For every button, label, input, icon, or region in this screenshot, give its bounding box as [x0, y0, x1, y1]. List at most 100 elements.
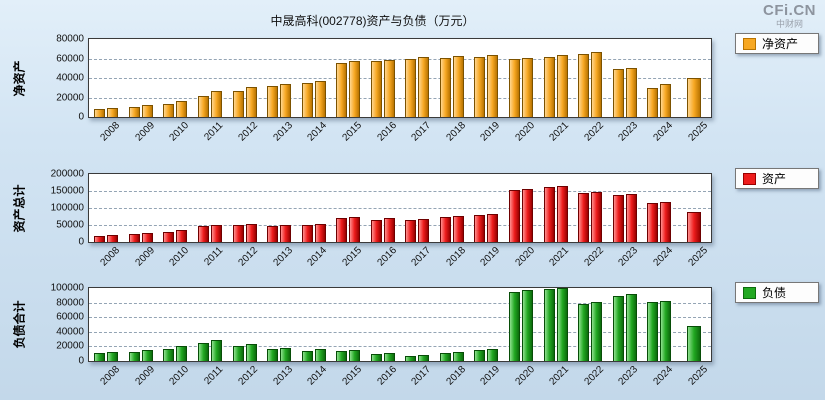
bar [280, 225, 292, 242]
legend: 负债 [735, 282, 819, 303]
bar [128, 233, 140, 242]
bar-group-2014: 2014 [296, 39, 331, 144]
bar-group-2008: 2008 [89, 39, 124, 144]
bar [94, 235, 106, 242]
bar [210, 91, 222, 117]
x-tick-label: 2018 [444, 364, 468, 388]
bar [267, 86, 279, 117]
bar-group-2018: 2018 [435, 174, 470, 269]
x-tick-label: 2025 [686, 120, 710, 144]
bar [163, 104, 175, 117]
legend-label: 资产 [762, 172, 787, 186]
y-axis-title-text: 净资产 [12, 59, 27, 97]
bar [370, 354, 382, 361]
bar-group-2009: 2009 [124, 288, 159, 388]
bar [232, 91, 244, 117]
bar [556, 185, 568, 242]
bar [439, 57, 451, 117]
legend: 资产 [735, 168, 819, 189]
bar [210, 340, 222, 361]
bar [543, 288, 555, 361]
x-tick-label: 2010 [167, 364, 192, 388]
bar [418, 218, 430, 242]
y-tick-label: 100000 [50, 202, 84, 214]
x-tick-label: 2024 [651, 245, 676, 269]
bar [197, 342, 209, 361]
gridline [89, 97, 711, 99]
bar [176, 229, 188, 242]
bar [370, 219, 382, 242]
bar-group-2017: 2017 [400, 39, 435, 144]
gridline [89, 317, 711, 319]
bar [660, 84, 672, 117]
bar-group-2018: 2018 [435, 288, 470, 388]
bar [383, 352, 395, 361]
y-axis-title: 净资产 [9, 39, 29, 117]
bar [418, 354, 430, 361]
bar [686, 325, 701, 361]
bar [578, 53, 590, 117]
bar-group-2023: 2023 [607, 288, 642, 388]
bar-group-2020: 2020 [504, 174, 539, 269]
bar [280, 84, 292, 117]
bar-group-2025: 2025 [677, 174, 712, 269]
bar [474, 350, 486, 361]
gridline [89, 225, 711, 226]
bar [625, 193, 637, 242]
x-tick-label: 2016 [375, 245, 399, 269]
x-tick-label: 2014 [305, 120, 330, 144]
x-tick-label: 2014 [305, 245, 330, 269]
bar [405, 58, 417, 117]
total-liabilities-chart: 负债合计 2008 2009 2010 2011 2012 2013 2014 2015 201… [13, 282, 819, 388]
bar [660, 300, 672, 361]
total-assets-chart: 资产总计 2008 2009 2010 2011 2012 2013 2014 2015 201… [13, 168, 819, 269]
bar [647, 87, 659, 117]
bar-group-2024: 2024 [642, 39, 677, 144]
gridline [89, 208, 711, 209]
gridline [89, 58, 711, 60]
y-tick-label: 0 [78, 111, 84, 123]
bar [418, 56, 430, 117]
bar [647, 203, 659, 242]
bar [543, 186, 555, 242]
x-tick-label: 2014 [305, 364, 330, 388]
bar [487, 214, 499, 242]
x-tick-label: 2019 [478, 364, 503, 388]
legend-label: 净资产 [762, 37, 799, 51]
x-tick-label: 2015 [340, 364, 364, 388]
x-tick-label: 2017 [409, 245, 434, 269]
bar [487, 55, 499, 117]
x-tick-label: 2012 [236, 120, 261, 144]
x-tick-label: 2021 [547, 245, 572, 269]
x-tick-label: 2010 [167, 245, 192, 269]
y-tick-label: 100000 [50, 282, 84, 294]
bar-group-2025: 2025 [677, 39, 712, 144]
bar [522, 290, 534, 361]
bar-group-2019: 2019 [469, 174, 504, 269]
bar-group-2009: 2009 [124, 174, 159, 269]
bar [509, 189, 521, 242]
bar-group-2015: 2015 [331, 288, 366, 388]
bar [141, 350, 153, 361]
bar [349, 349, 361, 361]
bar [452, 216, 464, 242]
y-axis-title-text: 资产总计 [12, 183, 27, 233]
bar-group-2016: 2016 [366, 174, 401, 269]
bar-group-2019: 2019 [469, 288, 504, 388]
cfi-logo: CFi.CN 中财网 [763, 2, 816, 29]
bar [686, 77, 701, 117]
y-tick-label: 20000 [56, 92, 84, 103]
bar [591, 192, 603, 242]
gridline [89, 346, 711, 348]
bar [107, 107, 119, 117]
bar [591, 52, 603, 117]
x-tick-label: 2008 [98, 120, 123, 144]
legend-label: 负债 [762, 286, 787, 300]
bar-group-2021: 2021 [538, 174, 573, 269]
x-tick-label: 2025 [686, 245, 710, 269]
y-tick-label: 0 [78, 355, 84, 367]
y-tick-label: 0 [78, 236, 84, 248]
bar [452, 351, 464, 361]
bar [591, 302, 603, 361]
bar [301, 225, 313, 242]
